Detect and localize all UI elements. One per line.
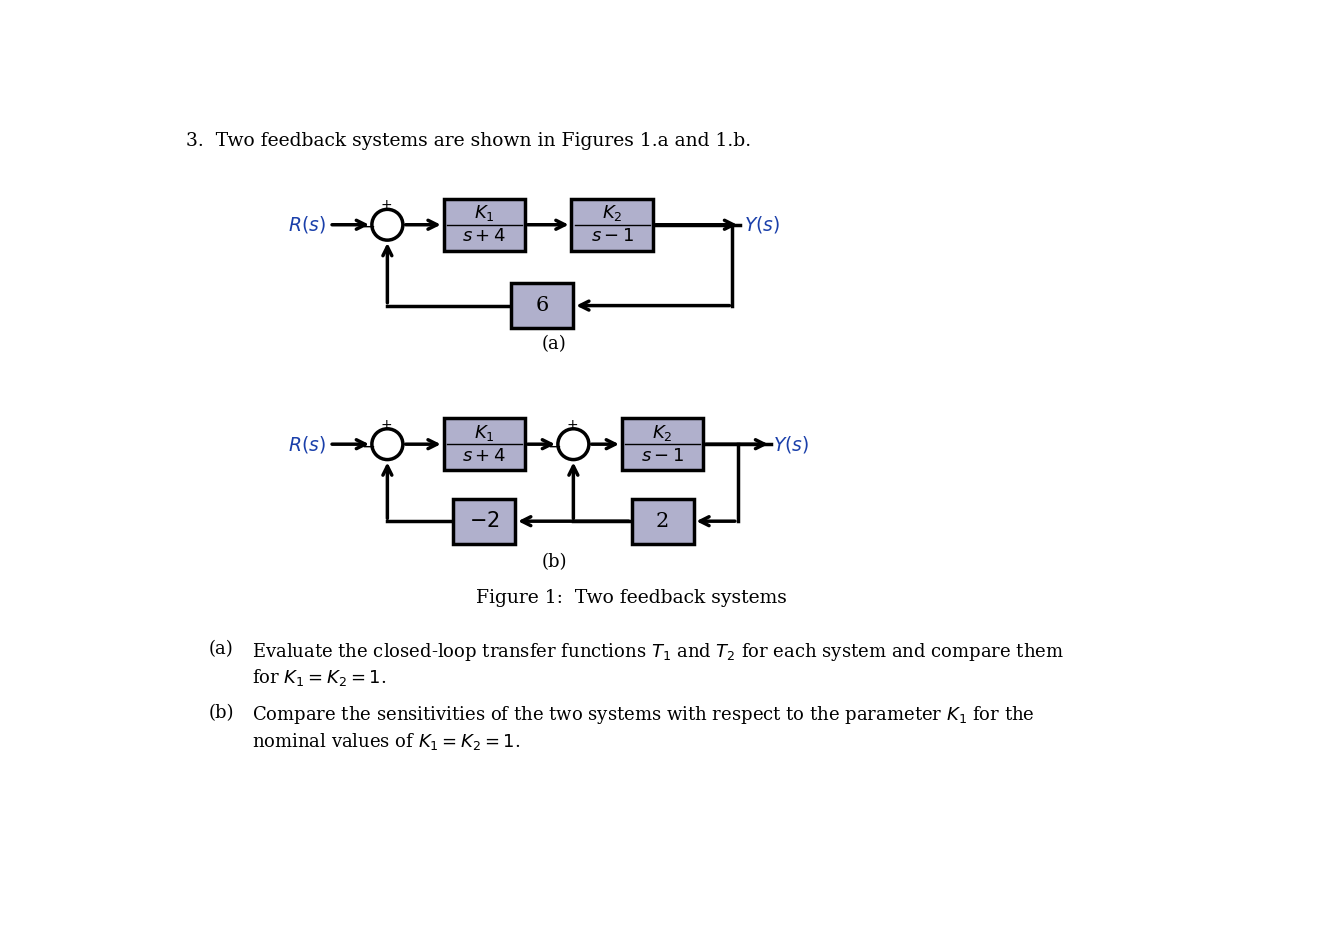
FancyBboxPatch shape (631, 499, 694, 544)
Text: +: + (566, 418, 578, 431)
FancyBboxPatch shape (622, 418, 703, 471)
Text: $s+4$: $s+4$ (462, 446, 506, 464)
Text: −: − (361, 437, 374, 456)
Circle shape (558, 429, 589, 460)
Text: 3.  Two feedback systems are shown in Figures 1.a and 1.b.: 3. Two feedback systems are shown in Fig… (186, 132, 751, 151)
Text: −: − (361, 218, 374, 236)
Text: 2: 2 (655, 512, 669, 531)
Text: $Y(s)$: $Y(s)$ (743, 214, 781, 235)
Text: for $K_1 = K_2 = 1$.: for $K_1 = K_2 = 1$. (252, 667, 386, 689)
FancyBboxPatch shape (453, 499, 515, 544)
Text: Evaluate the closed-loop transfer functions $T_1$ and $T_2$ for each system and : Evaluate the closed-loop transfer functi… (252, 640, 1064, 663)
Text: $s-1$: $s-1$ (641, 446, 685, 464)
Text: $K_1$: $K_1$ (474, 423, 494, 443)
Text: $s+4$: $s+4$ (462, 227, 506, 245)
Text: $Y(s)$: $Y(s)$ (774, 433, 810, 455)
Text: Figure 1:  Two feedback systems: Figure 1: Two feedback systems (476, 589, 787, 607)
Text: +: + (380, 198, 392, 212)
Text: (a): (a) (209, 640, 234, 659)
FancyBboxPatch shape (444, 198, 525, 251)
Text: −: − (547, 437, 561, 456)
Text: nominal values of $K_1 = K_2 = 1$.: nominal values of $K_1 = K_2 = 1$. (252, 731, 521, 752)
Text: 6: 6 (535, 296, 549, 315)
Text: (b): (b) (541, 553, 566, 571)
Text: +: + (380, 418, 392, 431)
Text: (b): (b) (209, 704, 234, 722)
Text: (a): (a) (542, 335, 566, 353)
Text: $K_2$: $K_2$ (602, 203, 622, 223)
Text: $K_2$: $K_2$ (653, 423, 673, 443)
FancyBboxPatch shape (511, 284, 573, 328)
FancyBboxPatch shape (444, 418, 525, 471)
Text: Compare the sensitivities of the two systems with respect to the parameter $K_1$: Compare the sensitivities of the two sys… (252, 704, 1035, 725)
Text: $R(s)$: $R(s)$ (288, 433, 325, 455)
Text: $s-1$: $s-1$ (590, 227, 634, 245)
Text: $-2$: $-2$ (469, 511, 500, 532)
Text: $K_1$: $K_1$ (474, 203, 494, 223)
Circle shape (372, 429, 402, 460)
FancyBboxPatch shape (571, 198, 653, 251)
Text: $R(s)$: $R(s)$ (288, 214, 325, 235)
Circle shape (372, 210, 402, 241)
